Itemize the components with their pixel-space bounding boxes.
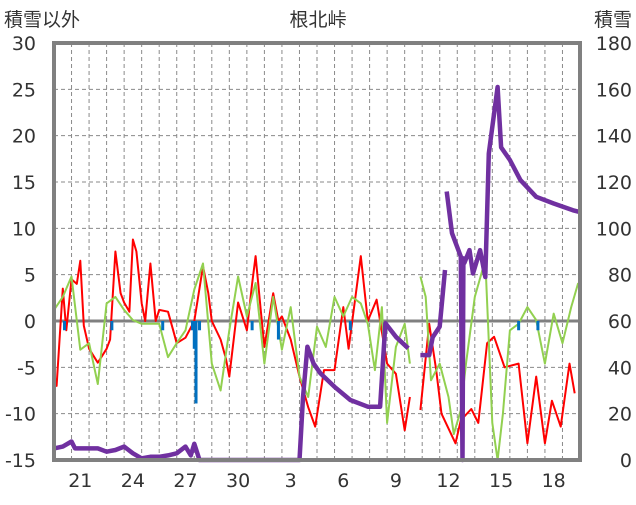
red-series-line <box>419 322 576 445</box>
blue-bar <box>191 321 195 331</box>
left-tick-label: -10 <box>5 404 36 426</box>
blue-bar <box>536 321 540 331</box>
right-tick-label: 20 <box>608 404 632 426</box>
blue-bar <box>192 321 196 349</box>
right-tick-label: 60 <box>608 311 632 333</box>
x-tick-label: 21 <box>68 470 92 492</box>
green-series-line <box>53 262 411 424</box>
blue-bar <box>63 321 67 331</box>
right-tick-label: 180 <box>596 33 632 55</box>
left-tick-label: -15 <box>5 450 36 472</box>
x-tick-label: 15 <box>489 470 513 492</box>
right-tick-label: 40 <box>608 357 632 379</box>
left-tick-label: -5 <box>17 357 36 379</box>
red-series-line <box>53 238 411 432</box>
purple-series-line <box>420 269 448 358</box>
blue-bar <box>276 321 280 340</box>
x-tick-label: 6 <box>337 470 349 492</box>
plot-frame <box>52 41 582 462</box>
right-axis-label: 積雪 <box>594 9 632 31</box>
blue-bar <box>348 321 352 331</box>
x-tick-label: 18 <box>542 470 566 492</box>
x-tick-label: 24 <box>121 470 145 492</box>
right-tick-label: 140 <box>596 126 632 148</box>
left-tick-label: 10 <box>12 218 36 240</box>
series-marks <box>53 84 581 463</box>
blue-bar <box>194 321 198 404</box>
blue-bar <box>110 321 114 331</box>
blue-bar <box>517 321 521 331</box>
right-tick-label: 80 <box>608 265 632 287</box>
right-tick-label: 0 <box>620 450 632 472</box>
x-tick-label: 9 <box>390 470 402 492</box>
right-tick-label: 100 <box>596 218 632 240</box>
x-tick-label: 3 <box>285 470 297 492</box>
tick-labels: 302520151050-5-10-1518016014012010080604… <box>5 33 632 492</box>
purple-series-line <box>444 84 581 463</box>
left-tick-label: 0 <box>24 311 36 333</box>
x-tick-label: 30 <box>226 470 250 492</box>
blue-bar <box>198 321 202 331</box>
blue-bar <box>161 321 165 331</box>
green-series-line <box>419 258 580 461</box>
left-tick-label: 30 <box>12 33 36 55</box>
left-axis-label: 積雪以外 <box>4 9 80 31</box>
x-tick-label: 12 <box>436 470 460 492</box>
chart-title: 根北峠 <box>289 9 346 31</box>
left-tick-label: 25 <box>12 79 36 101</box>
right-tick-label: 120 <box>596 172 632 194</box>
right-tick-label: 160 <box>596 79 632 101</box>
purple-series-line <box>53 321 410 463</box>
left-tick-label: 15 <box>12 172 36 194</box>
left-tick-label: 5 <box>24 265 36 287</box>
blue-bar <box>250 321 254 331</box>
x-tick-label: 27 <box>173 470 197 492</box>
left-tick-label: 20 <box>12 126 36 148</box>
